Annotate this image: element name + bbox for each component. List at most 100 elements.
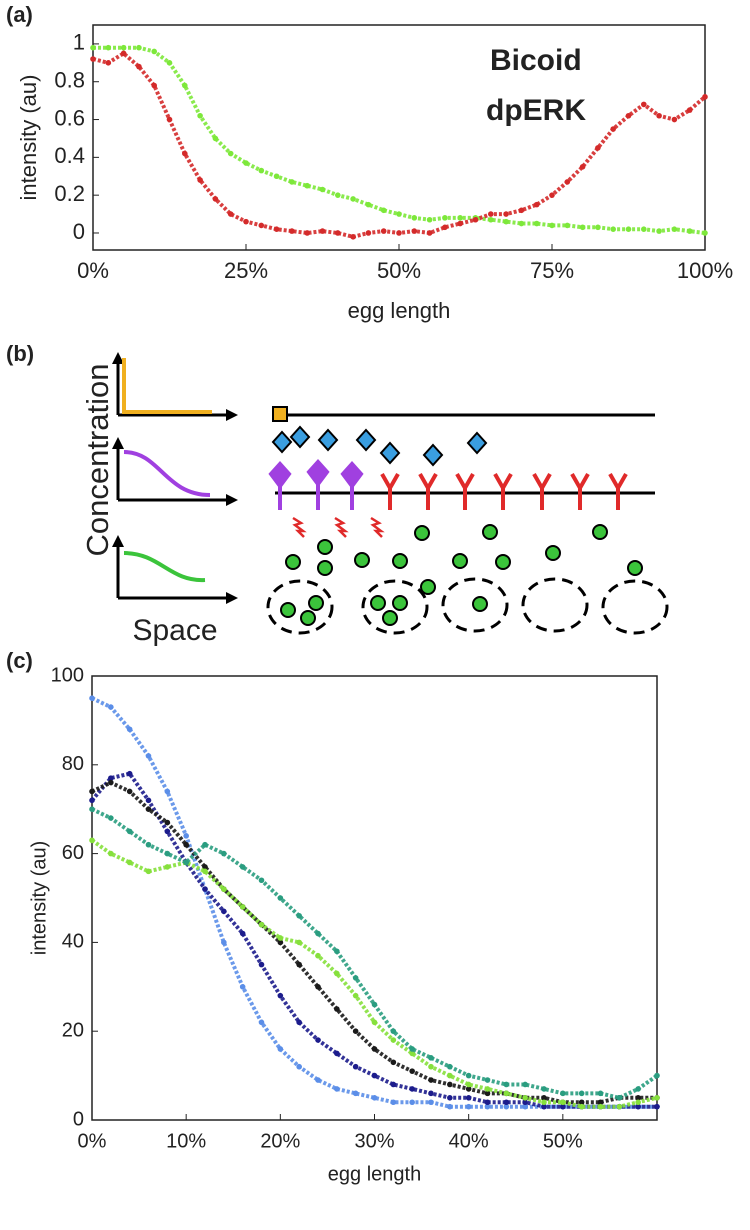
point xyxy=(522,1103,528,1110)
point xyxy=(183,833,189,839)
point xyxy=(258,921,265,928)
point xyxy=(126,788,133,795)
point xyxy=(273,226,280,233)
point xyxy=(221,908,227,915)
point xyxy=(595,145,601,151)
point xyxy=(442,224,448,231)
point xyxy=(503,1103,510,1110)
point xyxy=(656,112,662,119)
point xyxy=(350,196,356,202)
point xyxy=(472,216,479,223)
point xyxy=(145,868,152,875)
y-tick-label: 0.6 xyxy=(54,105,85,130)
point xyxy=(319,228,326,234)
x-tick-label: 50% xyxy=(543,1130,583,1152)
point xyxy=(145,797,152,804)
point xyxy=(625,112,632,119)
point xyxy=(365,201,372,208)
point xyxy=(380,228,387,234)
diagram-y-label: Concentration xyxy=(80,363,115,556)
plot-frame xyxy=(91,675,658,1121)
point xyxy=(564,222,571,229)
point xyxy=(409,1099,415,1106)
x-axis-label: egg length xyxy=(348,298,451,323)
point xyxy=(350,233,356,240)
point xyxy=(442,215,448,221)
point xyxy=(616,1103,623,1110)
point xyxy=(352,975,359,981)
point xyxy=(426,230,433,236)
point xyxy=(426,216,433,223)
point xyxy=(182,82,188,89)
point xyxy=(105,44,112,51)
x-tick-label: 50% xyxy=(377,258,421,283)
point xyxy=(522,1099,528,1106)
mini-axes xyxy=(116,362,228,600)
legend-entry: Bicoid xyxy=(490,44,582,77)
point xyxy=(465,1072,472,1079)
point xyxy=(654,1103,660,1110)
point xyxy=(120,44,127,51)
point xyxy=(166,60,173,66)
point xyxy=(136,63,142,70)
point xyxy=(164,819,171,826)
point xyxy=(396,230,402,236)
point xyxy=(258,222,265,229)
x-tick-label: 20% xyxy=(260,1130,300,1152)
point xyxy=(409,1050,415,1057)
bound-receptors xyxy=(268,459,364,510)
point xyxy=(183,859,189,866)
y-tick-label: 0.4 xyxy=(54,143,85,168)
x-tick-label: 10% xyxy=(166,1130,206,1152)
point xyxy=(202,868,208,875)
point xyxy=(597,1090,604,1097)
point xyxy=(126,828,133,835)
point xyxy=(212,135,219,142)
point xyxy=(221,886,227,892)
point xyxy=(352,1028,359,1034)
point xyxy=(89,788,95,795)
point xyxy=(560,1103,566,1110)
point xyxy=(503,1081,510,1088)
y-tick-label: 40 xyxy=(62,931,84,953)
point xyxy=(89,695,95,701)
point xyxy=(597,1099,604,1106)
point xyxy=(371,1095,378,1101)
point xyxy=(409,1068,415,1074)
diamonds xyxy=(271,425,488,467)
point xyxy=(352,992,359,999)
point xyxy=(671,116,678,123)
point xyxy=(334,1086,340,1092)
point xyxy=(334,948,340,955)
series-trace xyxy=(91,807,659,1100)
point xyxy=(239,864,246,870)
series-trace xyxy=(90,771,657,1109)
y-tick-label: 0.8 xyxy=(54,68,85,93)
point xyxy=(447,1072,453,1079)
x-tick-label: 0% xyxy=(77,258,109,283)
point xyxy=(484,1103,491,1110)
point xyxy=(315,1037,321,1043)
point xyxy=(409,1046,415,1052)
point xyxy=(371,1019,378,1026)
point xyxy=(164,864,171,870)
y-tick-label: 0.2 xyxy=(54,181,85,206)
point xyxy=(390,1028,397,1034)
point xyxy=(197,112,203,119)
point xyxy=(465,1103,472,1110)
point xyxy=(503,1099,510,1106)
point xyxy=(396,211,402,217)
point xyxy=(108,704,114,710)
point xyxy=(488,211,494,217)
point xyxy=(522,1081,528,1088)
point xyxy=(390,1099,397,1106)
purple-profile xyxy=(123,450,211,497)
point xyxy=(212,196,219,202)
point xyxy=(522,1095,528,1101)
point xyxy=(273,173,280,180)
point xyxy=(656,228,662,234)
point xyxy=(145,806,152,812)
free-receptors xyxy=(380,473,628,510)
point xyxy=(304,230,311,236)
